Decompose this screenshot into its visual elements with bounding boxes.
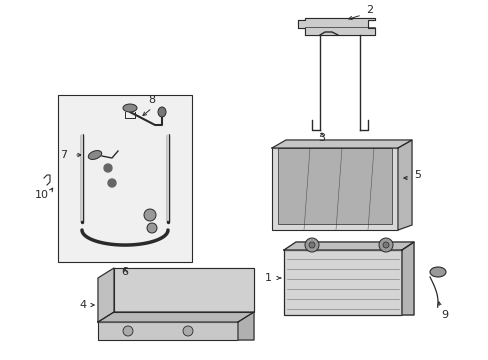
Text: 5: 5 [414,170,421,180]
Text: 3: 3 [318,133,325,143]
Text: 4: 4 [79,300,86,310]
Text: 1: 1 [264,273,271,283]
Circle shape [104,164,112,172]
Polygon shape [114,268,253,312]
Bar [284,250,401,315]
Text: 6: 6 [121,267,128,277]
Text: 9: 9 [441,310,447,320]
Polygon shape [401,242,413,315]
Circle shape [143,209,156,221]
Polygon shape [297,18,374,35]
Bar [98,322,238,340]
Ellipse shape [158,107,165,117]
Polygon shape [284,242,413,250]
Ellipse shape [123,104,137,112]
Circle shape [147,223,157,233]
Ellipse shape [429,267,445,277]
Bar [278,148,391,224]
Bar [271,148,397,230]
Circle shape [123,326,133,336]
Circle shape [308,242,314,248]
Text: 10: 10 [35,190,49,200]
Circle shape [108,179,116,187]
Text: 8: 8 [148,95,155,105]
Ellipse shape [88,150,102,159]
Polygon shape [397,140,411,230]
Circle shape [382,242,388,248]
Circle shape [378,238,392,252]
Text: 7: 7 [61,150,67,160]
Circle shape [183,326,193,336]
Polygon shape [98,268,114,322]
Bar [58,95,192,262]
Polygon shape [238,312,253,340]
Polygon shape [98,312,253,322]
Text: 2: 2 [366,5,373,15]
Polygon shape [271,140,411,148]
Circle shape [305,238,318,252]
